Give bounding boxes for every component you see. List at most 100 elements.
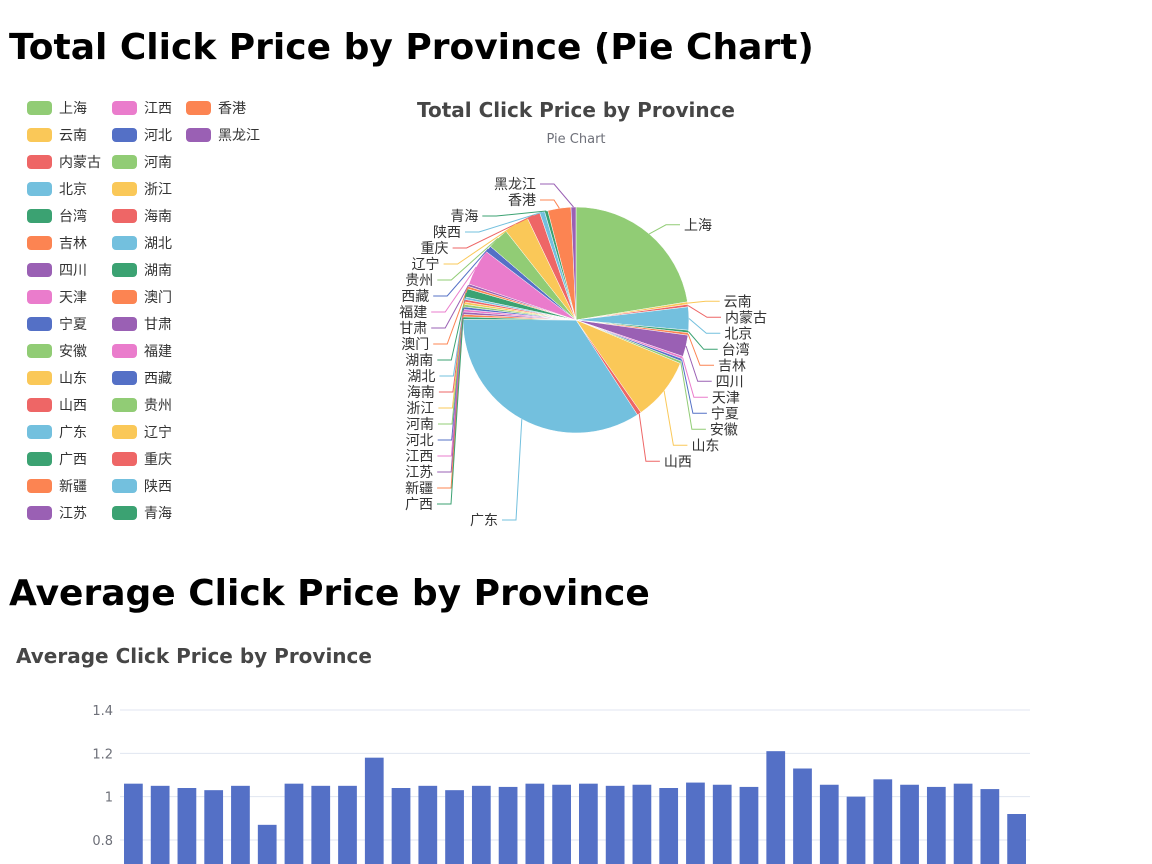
legend-item[interactable]: 重庆 bbox=[112, 452, 172, 468]
bar[interactable] bbox=[391, 788, 411, 864]
bar[interactable] bbox=[926, 786, 946, 864]
pie-leader-line bbox=[680, 362, 706, 430]
bar[interactable] bbox=[311, 785, 331, 864]
pie-leader-line bbox=[648, 224, 680, 235]
bar[interactable] bbox=[525, 783, 545, 864]
y-tick-label: 0.8 bbox=[92, 834, 113, 849]
legend-label: 澳门 bbox=[144, 290, 172, 306]
bar[interactable] bbox=[284, 783, 304, 864]
bar[interactable] bbox=[819, 784, 839, 864]
bar[interactable] bbox=[739, 786, 759, 864]
legend-item[interactable]: 内蒙古 bbox=[27, 155, 101, 171]
legend-item[interactable]: 海南 bbox=[112, 209, 172, 225]
legend-item[interactable]: 贵州 bbox=[112, 398, 172, 414]
legend-item[interactable]: 广东 bbox=[27, 425, 87, 441]
bar[interactable] bbox=[498, 786, 518, 864]
legend-item[interactable]: 福建 bbox=[112, 344, 172, 360]
bar[interactable] bbox=[712, 784, 732, 864]
legend-item[interactable]: 河北 bbox=[112, 128, 172, 144]
legend-item[interactable]: 浙江 bbox=[112, 182, 172, 198]
legend-label: 甘肃 bbox=[144, 317, 172, 333]
pie-chart-title: Total Click Price by Province bbox=[417, 98, 735, 122]
legend-item[interactable]: 吉林 bbox=[27, 236, 87, 252]
bar[interactable] bbox=[793, 768, 812, 864]
legend-item[interactable]: 澳门 bbox=[112, 290, 172, 306]
pie-slice-label: 海南 bbox=[407, 385, 435, 401]
pie-slice-label: 广西 bbox=[405, 497, 433, 513]
legend-item[interactable]: 江西 bbox=[112, 101, 172, 117]
legend-item[interactable]: 云南 bbox=[27, 128, 87, 144]
bar[interactable] bbox=[953, 783, 973, 864]
legend-item[interactable]: 江苏 bbox=[27, 506, 87, 522]
bar[interactable] bbox=[980, 789, 1000, 864]
legend-item[interactable]: 青海 bbox=[112, 506, 172, 522]
legend-item[interactable]: 黑龙江 bbox=[186, 128, 260, 144]
legend-item[interactable]: 宁夏 bbox=[27, 316, 87, 333]
legend-item[interactable]: 香港 bbox=[186, 101, 246, 117]
legend-item[interactable]: 广西 bbox=[27, 452, 87, 468]
legend-swatch bbox=[27, 128, 52, 142]
legend-item[interactable]: 陕西 bbox=[112, 479, 172, 495]
pie-slice-label: 天津 bbox=[712, 390, 740, 406]
legend-swatch bbox=[112, 263, 137, 277]
legend-swatch bbox=[112, 344, 137, 358]
pie-slice-label: 安徽 bbox=[710, 422, 738, 438]
legend-swatch bbox=[27, 209, 52, 223]
bar[interactable] bbox=[471, 785, 491, 864]
bar[interactable] bbox=[338, 785, 357, 864]
bar[interactable] bbox=[873, 779, 893, 864]
bar[interactable] bbox=[231, 785, 250, 864]
bar[interactable] bbox=[364, 757, 384, 864]
legend-item[interactable]: 湖北 bbox=[112, 236, 172, 252]
bar[interactable] bbox=[605, 785, 625, 864]
bar[interactable] bbox=[124, 783, 143, 864]
legend-item[interactable]: 西藏 bbox=[112, 371, 172, 387]
bar[interactable] bbox=[257, 824, 277, 864]
bar[interactable] bbox=[659, 788, 679, 864]
legend-item[interactable]: 甘肃 bbox=[112, 317, 172, 333]
pie-slice-label: 重庆 bbox=[421, 241, 449, 257]
legend-label: 重庆 bbox=[144, 452, 172, 468]
pie-slice-label: 陕西 bbox=[433, 225, 461, 241]
legend-item[interactable]: 山东 bbox=[27, 371, 87, 387]
legend-label: 四川 bbox=[59, 263, 87, 279]
legend-swatch bbox=[27, 479, 52, 493]
bar[interactable] bbox=[418, 785, 438, 864]
bar-chart-title: Average Click Price by Province bbox=[16, 644, 372, 668]
bar[interactable] bbox=[204, 790, 224, 864]
legend-item[interactable]: 天津 bbox=[27, 290, 87, 306]
pie-slice[interactable] bbox=[570, 206, 577, 321]
legend-item[interactable]: 台湾 bbox=[27, 208, 87, 225]
legend-item[interactable]: 四川 bbox=[27, 263, 87, 279]
bar[interactable] bbox=[632, 784, 652, 864]
legend-item[interactable]: 北京 bbox=[27, 182, 87, 198]
bar[interactable] bbox=[686, 782, 705, 864]
bar[interactable] bbox=[1007, 814, 1026, 864]
bar[interactable] bbox=[177, 788, 197, 864]
bar[interactable] bbox=[552, 784, 571, 864]
pie-leader-line bbox=[502, 419, 523, 521]
legend-item[interactable]: 河南 bbox=[112, 155, 172, 171]
pie-slice[interactable] bbox=[575, 206, 688, 321]
bar[interactable] bbox=[766, 751, 786, 864]
bar[interactable] bbox=[579, 783, 598, 864]
legend-item[interactable]: 湖南 bbox=[112, 263, 172, 279]
legend-swatch bbox=[112, 506, 137, 520]
bar[interactable] bbox=[445, 790, 464, 864]
legend-item[interactable]: 安徽 bbox=[27, 344, 87, 360]
pie-slice-label: 贵州 bbox=[405, 273, 433, 289]
legend-swatch bbox=[112, 479, 137, 493]
legend-label: 江西 bbox=[144, 101, 172, 117]
legend-item[interactable]: 上海 bbox=[27, 101, 87, 117]
bar[interactable] bbox=[846, 796, 866, 864]
legend-item[interactable]: 辽宁 bbox=[112, 424, 172, 441]
bar[interactable] bbox=[900, 784, 919, 864]
bar[interactable] bbox=[150, 785, 170, 864]
legend-item[interactable]: 山西 bbox=[27, 398, 87, 414]
legend-swatch bbox=[112, 371, 137, 385]
legend-label: 湖南 bbox=[144, 263, 172, 279]
legend-item[interactable]: 新疆 bbox=[27, 479, 87, 495]
pie-leader-line bbox=[437, 238, 499, 281]
legend-swatch bbox=[112, 398, 137, 412]
